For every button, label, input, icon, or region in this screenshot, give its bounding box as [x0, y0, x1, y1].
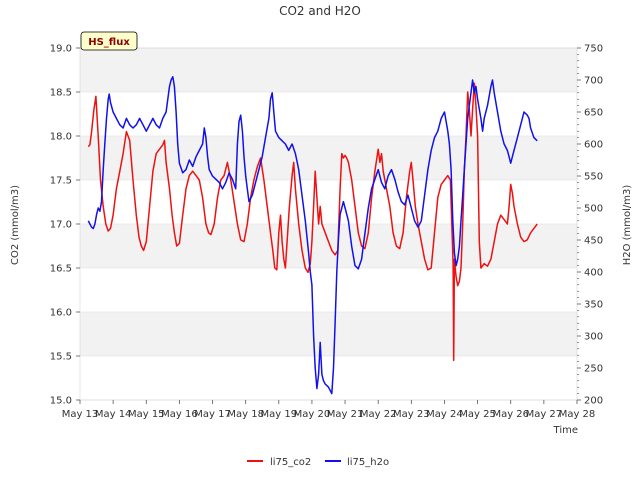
- x-tick-label: May 21: [327, 409, 364, 420]
- x-tick-label: May 16: [161, 409, 198, 420]
- left-tick-label: 15.5: [50, 352, 72, 363]
- left-tick-label: 19.0: [50, 44, 72, 55]
- left-tick-label: 15.0: [50, 396, 72, 407]
- x-tick-label: May 17: [194, 409, 231, 420]
- right-tick-label: 400: [584, 268, 603, 279]
- right-tick-label: 650: [584, 108, 603, 119]
- right-tick-label: 350: [584, 300, 603, 311]
- x-tick-label: May 20: [294, 409, 331, 420]
- x-tick-label: May 23: [393, 409, 430, 420]
- x-tick-label: May 13: [62, 409, 99, 420]
- badge-box: [80, 31, 138, 51]
- x-tick-label: May 22: [360, 409, 397, 420]
- right-tick-label: 450: [584, 236, 603, 247]
- plot-background-bands: [80, 48, 577, 356]
- x-tick-label: May 28: [559, 409, 596, 420]
- left-axis-label: CO2 (mmol/m3): [10, 185, 21, 265]
- plot-band: [80, 136, 577, 180]
- right-tick-label: 250: [584, 364, 603, 375]
- right-axis-label: H2O (mmol/m3): [622, 185, 633, 266]
- x-tick-label: May 14: [95, 409, 132, 420]
- right-tick-label: 300: [584, 332, 603, 343]
- right-axis: 200 250 300 350 400 450 500 550 600 650 700 750: [577, 44, 603, 407]
- left-tick-label: 16.5: [50, 264, 72, 275]
- plot-band: [80, 224, 577, 268]
- x-tick-label: May 27: [526, 409, 563, 420]
- right-tick-label: 200: [584, 396, 603, 407]
- chart-title: CO2 and H2O: [279, 4, 361, 18]
- right-tick-label: 500: [584, 204, 603, 215]
- x-tick-label: May 25: [459, 409, 496, 420]
- left-tick-label: 17.5: [50, 176, 72, 187]
- x-tick-label: May 26: [492, 409, 529, 420]
- right-tick-label: 550: [584, 172, 603, 183]
- legend-label-co2: li75_co2: [270, 457, 311, 468]
- hs-flux-badge: HS_flux: [80, 31, 138, 51]
- x-tick-label: May 24: [426, 409, 463, 420]
- badge-label: HS_flux: [88, 37, 130, 48]
- x-tick-label: May 19: [261, 409, 298, 420]
- right-tick-label: 700: [584, 76, 603, 87]
- series-lines: [87, 76, 538, 395]
- x-tick-label: May 15: [128, 409, 165, 420]
- left-axis: 15.0 15.5 16.0 16.5 17.0 17.5 18.0 18.5 19.0: [50, 44, 80, 407]
- plot-band: [80, 312, 577, 356]
- left-tick-label: 17.0: [50, 220, 72, 231]
- right-tick-label: 750: [584, 44, 603, 55]
- legend-label-h2o: li75_h2o: [347, 457, 389, 468]
- left-tick-label: 18.0: [50, 132, 72, 143]
- left-tick-label: 16.0: [50, 308, 72, 319]
- x-tick-label: May 18: [227, 409, 264, 420]
- x-axis-label: Time: [553, 425, 578, 436]
- legend: li75_co2 li75_h2o: [247, 457, 389, 468]
- right-tick-label: 600: [584, 140, 603, 151]
- series-line-li75_h2o: [87, 76, 538, 395]
- left-tick-label: 18.5: [50, 88, 72, 99]
- plot-band: [80, 48, 577, 92]
